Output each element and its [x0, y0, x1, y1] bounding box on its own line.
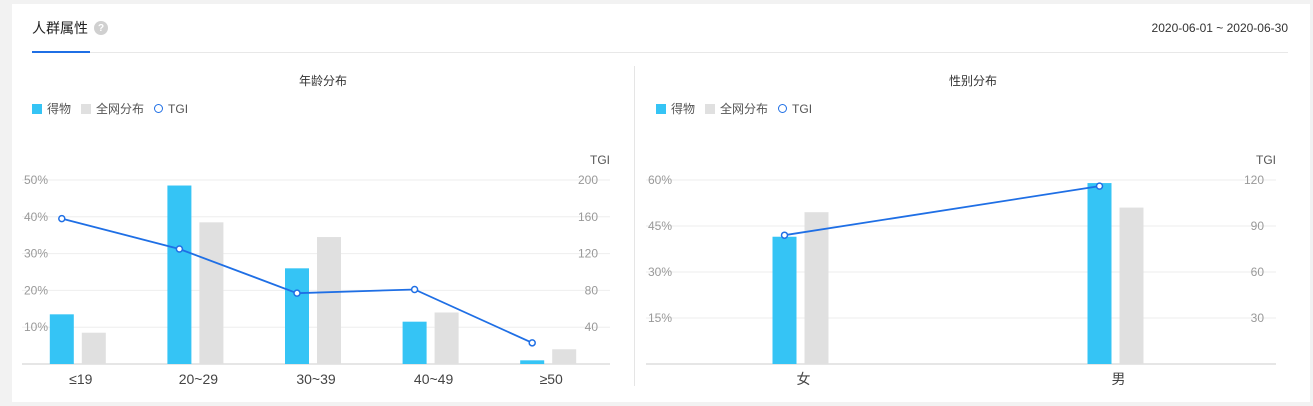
age-distribution-chart: 10% 20% 30% 40% 50% 40 80 120 160 200 TGI ≤19 20~29 3…	[22, 153, 610, 387]
legend-label-tgi: TGI	[168, 101, 189, 116]
tgi-point	[293, 289, 301, 297]
bar-all	[199, 222, 224, 364]
bar-brand	[285, 268, 309, 364]
right-axis-title: TGI	[1256, 153, 1276, 167]
tgi-line	[784, 185, 1100, 237]
right-tick-label: 60	[1251, 265, 1265, 279]
legend-swatch-brand	[656, 103, 666, 114]
bar-brand	[49, 314, 74, 364]
tgi-point	[175, 245, 184, 253]
right-axis-title: TGI	[590, 153, 610, 167]
left-tick-label: 10%	[24, 320, 48, 334]
legend-swatch-all	[81, 103, 92, 114]
x-tick-label: 男	[1112, 371, 1126, 387]
left-tick-label: 30%	[648, 265, 672, 279]
age-chart-legend: 得物 全网分布 TGI	[32, 100, 198, 117]
tab-crowd-attributes[interactable]: 人群属性 ?	[32, 4, 108, 53]
legend-label-all: 全网分布	[96, 102, 145, 116]
tgi-point	[410, 285, 419, 294]
legend-swatch-tgi	[778, 104, 788, 113]
tab-bar: 人群属性 ? 2020-06-01 ~ 2020-06-30	[32, 4, 1288, 53]
left-tick-label: 50%	[24, 173, 48, 187]
panel-divider	[634, 66, 635, 386]
x-tick-label: 20~29	[179, 371, 219, 387]
right-tick-label: 90	[1251, 219, 1265, 233]
gender-chart-legend: 得物 全网分布 TGI	[656, 100, 822, 117]
bar-brand	[402, 321, 427, 364]
right-tick-label: 120	[578, 247, 598, 261]
bar-brand	[1087, 183, 1112, 364]
tgi-point	[780, 231, 789, 239]
bar-all	[317, 237, 341, 364]
legend-label-tgi: TGI	[792, 101, 813, 116]
legend-label-brand: 得物	[47, 102, 72, 116]
left-tick-label: 20%	[24, 283, 48, 297]
tgi-point	[1095, 182, 1104, 190]
bar-all	[552, 349, 577, 364]
bar-all	[1119, 207, 1144, 364]
left-tick-label: 60%	[648, 173, 672, 187]
legend-item-all[interactable]: 全网分布	[705, 100, 768, 117]
gender-chart-title: 性别分布	[948, 74, 997, 88]
crowd-attributes-card: 人群属性 ? 2020-06-01 ~ 2020-06-30 10% 20% 30%…	[12, 4, 1310, 402]
age-distribution-panel: 10% 20% 30% 40% 50% 40 80 120 160 200 TGI ≤19 20~29 3…	[12, 62, 634, 398]
right-tick-label: 30	[1251, 311, 1265, 325]
legend-label-all: 全网分布	[720, 102, 769, 116]
right-tick-label: 120	[1244, 173, 1264, 187]
bar-brand	[772, 236, 797, 364]
legend-swatch-tgi	[154, 104, 164, 113]
legend-label-brand: 得物	[671, 102, 696, 116]
x-tick-label: 40~49	[414, 371, 454, 387]
legend-item-tgi[interactable]: TGI	[154, 102, 188, 116]
left-tick-label: 45%	[648, 219, 672, 233]
right-tick-label: 160	[578, 210, 598, 224]
right-tick-label: 200	[578, 173, 598, 187]
date-range: 2020-06-01 ~ 2020-06-30	[1151, 21, 1288, 35]
bar-all	[804, 212, 829, 364]
left-tick-label: 30%	[24, 247, 48, 261]
tgi-point	[58, 214, 66, 223]
legend-swatch-all	[705, 103, 716, 114]
help-icon[interactable]: ?	[94, 21, 108, 35]
tab-active-underline	[32, 51, 90, 53]
left-tick-label: 15%	[648, 311, 672, 325]
right-tick-label: 80	[585, 283, 599, 297]
right-tick-label: 40	[585, 320, 599, 334]
legend-item-tgi[interactable]: TGI	[778, 102, 812, 116]
x-tick-label: 女	[797, 371, 811, 387]
left-tick-label: 40%	[24, 210, 48, 224]
legend-swatch-brand	[32, 103, 42, 114]
tab-label: 人群属性	[32, 20, 88, 36]
legend-item-brand[interactable]: 得物	[32, 100, 71, 117]
gender-distribution-chart: 15% 30% 45% 60% 30 60 90 120 TGI 女 男	[646, 153, 1276, 387]
bar-brand	[520, 360, 545, 364]
gender-distribution-panel: 15% 30% 45% 60% 30 60 90 120 TGI 女 男 性别分布 得物 全网分布 …	[636, 62, 1310, 398]
bar-brand	[167, 185, 192, 364]
x-tick-label: ≤19	[69, 371, 92, 387]
bar-all	[81, 332, 106, 364]
bar-all	[434, 312, 459, 364]
age-chart-title: 年龄分布	[298, 74, 347, 88]
legend-item-brand[interactable]: 得物	[656, 100, 695, 117]
x-tick-label: ≥50	[540, 371, 563, 387]
x-tick-label: 30~39	[296, 371, 336, 387]
legend-item-all[interactable]: 全网分布	[81, 100, 144, 117]
tgi-point	[528, 339, 536, 347]
